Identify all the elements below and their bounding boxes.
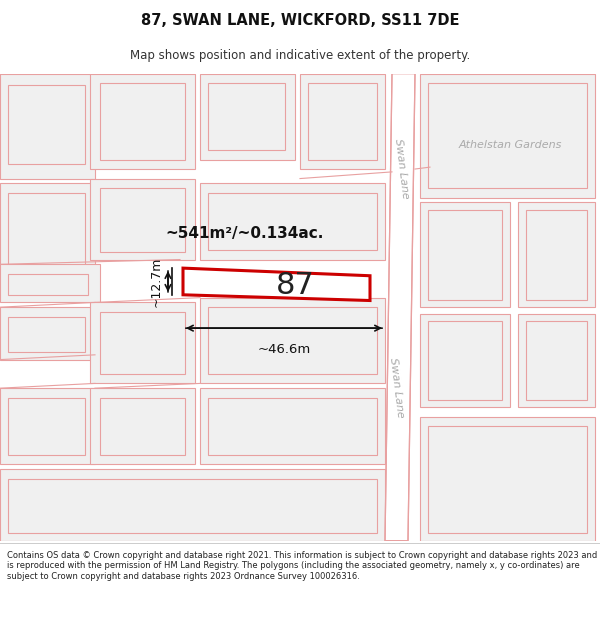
Polygon shape <box>428 426 587 533</box>
Polygon shape <box>90 302 195 383</box>
Polygon shape <box>5 74 75 131</box>
Text: Map shows position and indicative extent of the property.: Map shows position and indicative extent… <box>130 49 470 62</box>
Polygon shape <box>420 314 510 408</box>
Text: ~46.6m: ~46.6m <box>257 343 311 356</box>
Polygon shape <box>420 202 510 307</box>
Polygon shape <box>100 312 185 374</box>
Polygon shape <box>428 210 502 299</box>
Polygon shape <box>526 210 587 299</box>
Polygon shape <box>0 388 95 464</box>
Polygon shape <box>300 74 385 169</box>
Polygon shape <box>100 83 185 159</box>
Polygon shape <box>420 417 595 541</box>
Polygon shape <box>518 314 595 408</box>
Polygon shape <box>8 274 88 295</box>
Polygon shape <box>200 388 385 464</box>
Polygon shape <box>208 193 377 250</box>
Text: Swan Lane: Swan Lane <box>388 357 406 419</box>
Polygon shape <box>200 183 385 259</box>
Polygon shape <box>100 188 185 252</box>
Text: 87: 87 <box>275 271 314 300</box>
Text: Contains OS data © Crown copyright and database right 2021. This information is : Contains OS data © Crown copyright and d… <box>7 551 598 581</box>
Polygon shape <box>8 317 85 352</box>
Polygon shape <box>0 307 95 359</box>
Polygon shape <box>308 83 377 159</box>
Polygon shape <box>428 321 502 399</box>
Polygon shape <box>200 298 385 383</box>
Polygon shape <box>90 179 195 259</box>
Polygon shape <box>200 74 295 159</box>
Text: ~12.7m: ~12.7m <box>150 256 163 307</box>
Text: Swan Lane: Swan Lane <box>394 138 410 200</box>
Text: 87, SWAN LANE, WICKFORD, SS11 7DE: 87, SWAN LANE, WICKFORD, SS11 7DE <box>141 13 459 28</box>
Polygon shape <box>208 307 377 374</box>
Polygon shape <box>420 74 595 198</box>
Polygon shape <box>0 264 100 302</box>
Polygon shape <box>385 74 415 541</box>
Polygon shape <box>0 74 80 169</box>
Text: ~541m²/~0.134ac.: ~541m²/~0.134ac. <box>166 226 324 241</box>
Text: Athelstan Gardens: Athelstan Gardens <box>458 140 562 150</box>
Polygon shape <box>428 83 587 188</box>
Polygon shape <box>526 321 587 399</box>
Polygon shape <box>8 479 377 533</box>
Polygon shape <box>8 193 85 276</box>
Polygon shape <box>0 469 385 541</box>
Polygon shape <box>8 85 85 164</box>
Polygon shape <box>208 83 285 150</box>
Polygon shape <box>208 398 377 455</box>
Polygon shape <box>183 268 370 301</box>
Polygon shape <box>0 74 95 179</box>
Polygon shape <box>0 183 95 283</box>
Polygon shape <box>8 398 85 455</box>
Polygon shape <box>90 74 195 169</box>
Polygon shape <box>518 202 595 307</box>
Polygon shape <box>100 398 185 455</box>
Polygon shape <box>90 388 195 464</box>
